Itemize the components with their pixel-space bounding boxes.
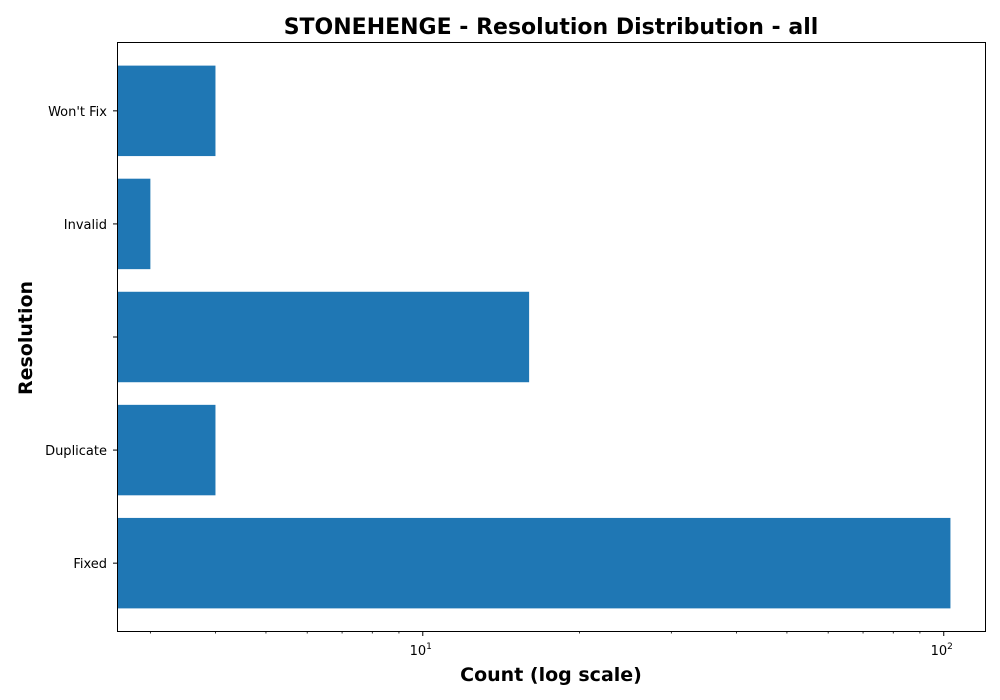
y-tick-label: Won't Fix (48, 105, 107, 120)
bar-invalid (118, 178, 151, 270)
x-tick-label: 101 (410, 642, 432, 659)
y-tick-label: Fixed (73, 557, 107, 572)
plot-area-frame (117, 42, 986, 632)
bar-duplicate (118, 404, 216, 496)
y-ticks-group: Fixed Duplicate Invalid Won't Fix (45, 105, 118, 572)
bar-unlabeled (118, 291, 530, 383)
y-tick-label: Invalid (64, 218, 107, 233)
y-tick-label: Duplicate (45, 444, 107, 459)
chart-title: STONEHENGE - Resolution Distribution - a… (284, 15, 819, 40)
x-axis-label: Count (log scale) (460, 664, 642, 686)
x-tick-label: 102 (931, 642, 953, 659)
bars-group (118, 65, 951, 609)
bar-fixed (118, 517, 951, 609)
bar-won-t-fix (118, 65, 216, 157)
y-axis-label: Resolution (15, 281, 37, 395)
x-ticks-group: 101 102 (149, 631, 953, 659)
